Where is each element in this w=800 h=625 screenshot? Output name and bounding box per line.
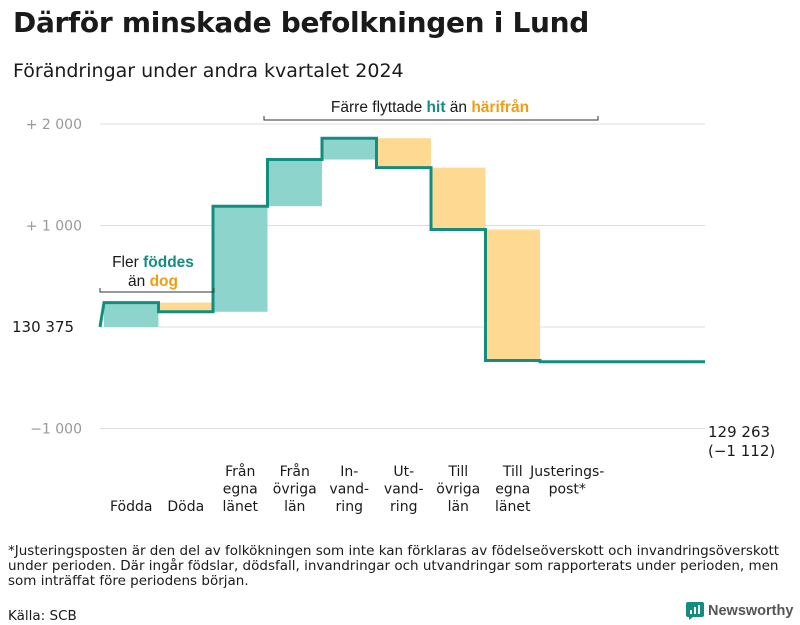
annotation-1-line-0: Färre flyttade hit än härifrån	[331, 99, 529, 116]
brand-logo: Newsworthy	[686, 602, 793, 620]
bar-4	[322, 138, 377, 160]
bar-6	[431, 167, 486, 230]
end-change-label: (−1 112)	[708, 442, 775, 460]
category-label-5: Ut-vand-ring	[384, 464, 424, 515]
chart-title: Därför minskade befolkningen i Lund	[13, 6, 590, 39]
annotation-1-bracket	[263, 116, 599, 121]
category-label-4: In-vand-ring	[329, 464, 369, 515]
waterfall-chart: + 2 000 + 1 000 −1 000 130 375 Födda Döda Från…	[12, 99, 775, 515]
source-note: Källa: SCB	[8, 608, 77, 624]
bar-3	[267, 159, 322, 207]
category-label-0: Födda	[110, 499, 152, 515]
annotation-0-bracket	[99, 288, 215, 293]
category-label-2: Från egna länet	[223, 463, 259, 515]
brand-name: Newsworthy	[708, 603, 794, 619]
annotation-0-line-0: Fler föddes	[112, 254, 194, 271]
category-label-1: Döda	[167, 499, 204, 515]
chart-logo-icon	[686, 602, 704, 620]
chart-subtitle: Förändringar under andra kvartalet 2024	[13, 60, 404, 82]
cumulative-step-line	[98, 136, 705, 364]
y-tick-label-2: −1 000	[30, 422, 82, 438]
category-label-8: Justerings-post*	[529, 464, 604, 498]
footnote: *Justeringsposten är den del av folkökni…	[8, 543, 780, 589]
start-value-label: 130 375	[12, 318, 74, 336]
category-label-3: Från övriga län	[273, 463, 317, 515]
bar-1	[158, 302, 213, 312]
category-label-6: Till övriga län	[436, 464, 480, 515]
bar-5	[376, 138, 431, 168]
y-tick-label-0: + 2 000	[26, 117, 82, 133]
bar-0	[104, 302, 159, 327]
bar-7	[485, 229, 540, 361]
y-tick-label-1: + 1 000	[26, 219, 82, 235]
annotation-0-line-1: än dog	[128, 273, 178, 290]
category-label-7: Till egna länet	[495, 464, 531, 515]
bar-2	[213, 206, 268, 312]
end-value-label: 129 263	[708, 423, 770, 441]
